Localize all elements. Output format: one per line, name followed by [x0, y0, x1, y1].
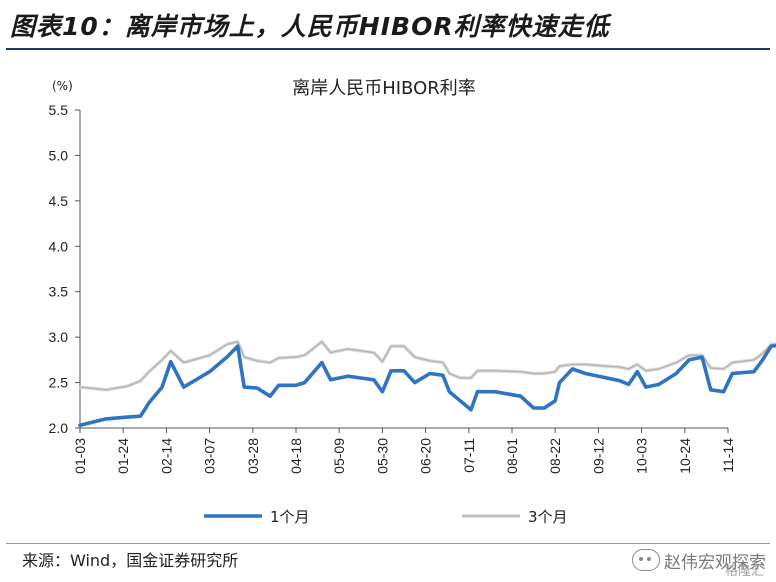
x-tick-label: 11-14	[720, 438, 736, 473]
y-tick-label: 2.0	[49, 420, 69, 436]
x-tick-label: 03-07	[202, 438, 218, 474]
figure-title: 图表10：离岸市场上，人民币HIBOR利率快速走低	[10, 12, 610, 41]
y-axis: 2.0 2.5 3.0 3.5 4.0 4.5 5.0 5.5	[49, 102, 81, 436]
series-layer	[78, 339, 776, 428]
series-3m-line	[79, 341, 776, 391]
legend-label-1m: 1个月	[270, 508, 310, 526]
x-tick-label: 05-09	[331, 438, 347, 474]
x-tick-label: 10-24	[677, 438, 693, 474]
watermark: 赵伟宏观探索	[632, 540, 766, 580]
x-tick-label: 04-18	[288, 438, 304, 474]
x-tick-label: 01-03	[72, 438, 88, 474]
source-rule	[6, 543, 770, 544]
watermark-sub: 格隆汇	[724, 564, 764, 579]
y-axis-unit: (%)	[52, 79, 73, 93]
x-tick-label: 03-28	[245, 438, 261, 474]
x-tick-label: 08-22	[547, 438, 563, 474]
y-tick-label: 4.0	[49, 238, 69, 254]
watermark-text: 赵伟宏观探索	[664, 552, 766, 573]
y-tick-label: 4.5	[49, 193, 69, 209]
title-rule	[6, 48, 770, 50]
x-tick-label: 02-14	[158, 438, 174, 474]
x-tick-label: 09-12	[590, 438, 606, 474]
x-tick-label: 05-30	[374, 438, 390, 474]
source-note: 来源：Wind，国金证券研究所	[22, 551, 239, 570]
y-tick-label: 3.5	[49, 284, 69, 300]
y-tick-label: 5.0	[49, 147, 69, 163]
y-tick-label: 5.5	[49, 102, 69, 118]
legend-label-3m: 3个月	[528, 508, 568, 526]
x-tick-label: 10-03	[634, 438, 650, 474]
chart-title: 离岸人民币HIBOR利率	[292, 78, 476, 99]
series-1m-line	[78, 343, 776, 428]
x-tick-label: 06-20	[418, 438, 434, 474]
y-tick-label: 3.0	[49, 329, 69, 345]
x-tick-label: 01-24	[115, 438, 131, 474]
y-tick-label: 2.5	[49, 375, 69, 391]
legend: 1个月 3个月	[204, 508, 568, 526]
wechat-icon	[632, 549, 660, 571]
x-axis: 01-03 01-24 02-14 03-07 03-28 04-18 05-09 05-30…	[72, 427, 736, 474]
x-tick-label: 07-11	[461, 438, 477, 473]
x-tick-label: 08-01	[504, 438, 520, 474]
